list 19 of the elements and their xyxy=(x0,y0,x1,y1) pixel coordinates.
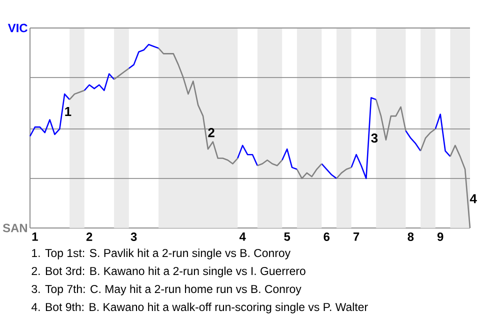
annotation: 4 xyxy=(470,194,477,204)
x-tick-label: 5 xyxy=(284,232,290,241)
x-tick-label: 9 xyxy=(437,232,444,241)
x-tick-label: 6 xyxy=(324,232,330,241)
annotation: 3 xyxy=(371,133,378,143)
text: 2. Bot 3rd: B. Kawano hit a 2-run single vs I. Guerrero xyxy=(32,266,306,278)
x-tick-label: 7 xyxy=(353,232,360,241)
text: 4. Bot 9th: B. Kawano hit a walk-off run-scoring single vs P. Walter xyxy=(31,302,368,314)
annotation: 1 xyxy=(65,107,72,116)
x-tick-label: 8 xyxy=(408,232,414,241)
x-tick-label: 1 xyxy=(32,232,38,241)
x-tick-label: 3 xyxy=(130,232,137,242)
x-tick-label: 2 xyxy=(86,232,92,241)
annotation: 2 xyxy=(208,128,214,138)
text: VIC xyxy=(8,24,28,32)
text: 1. Top 1st: S. Pavlik hit a 2-run single vs B. Conroy xyxy=(32,248,291,260)
text: SAN xyxy=(2,224,27,232)
text: 3. Top 7th: C. May hit a 2-run home run vs B. Conroy xyxy=(32,284,302,296)
x-tick-label: 4 xyxy=(239,232,246,241)
